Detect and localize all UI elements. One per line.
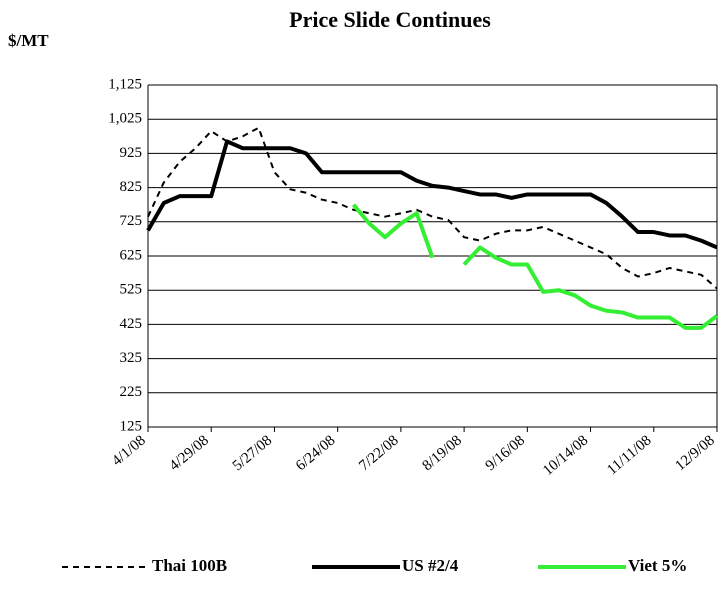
legend-label: Thai 100B [152, 556, 227, 575]
line-series [146, 139, 718, 250]
y-tick-label: 225 [120, 384, 143, 400]
legend-label: US #2/4 [402, 556, 459, 575]
y-tick-label: 525 [120, 282, 143, 298]
y-tick-label: 925 [120, 145, 143, 161]
y-tick-label: 425 [120, 316, 143, 332]
y-tick-label: 825 [120, 179, 143, 195]
line-series [351, 203, 719, 330]
y-tick-label: 325 [120, 350, 143, 366]
chart-title: Price Slide Continues [289, 7, 491, 32]
y-tick-label: 725 [120, 213, 143, 229]
y-tick-label: 625 [120, 247, 143, 263]
y-tick-label: 125 [120, 418, 143, 434]
y-tick-label: 1,025 [108, 111, 142, 127]
line-series [147, 126, 718, 290]
y-tick-label: 1,125 [108, 76, 142, 92]
legend-label: Viet 5% [628, 556, 687, 575]
y-axis-label: $/MT [8, 31, 49, 50]
